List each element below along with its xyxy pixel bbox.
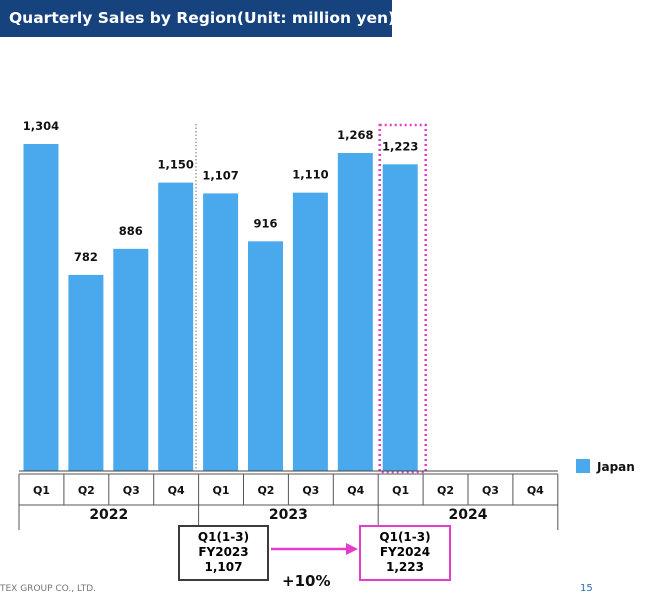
data-label: 886 xyxy=(119,224,143,238)
tick-label: Q4 xyxy=(527,484,544,497)
bar-q1-4 xyxy=(203,193,239,472)
bar-q1-8 xyxy=(382,164,418,471)
page-title: Quarterly Sales by Region(Unit: million … xyxy=(0,0,395,37)
tick-label: Q4 xyxy=(347,484,364,497)
current-period-value: 1,223 xyxy=(386,560,424,574)
year-label: 2024 xyxy=(449,507,488,523)
data-label: 1,223 xyxy=(382,139,418,153)
page-number: 15 xyxy=(580,583,593,594)
tick-label: Q3 xyxy=(302,484,319,497)
year-label: 2023 xyxy=(269,507,308,523)
bar-q3-6 xyxy=(292,192,328,471)
bar-q2-5 xyxy=(248,241,283,471)
tick-label: Q3 xyxy=(482,484,499,497)
bar-q3-2 xyxy=(113,248,149,471)
legend-label: Japan xyxy=(596,460,635,474)
data-label: 916 xyxy=(253,216,277,230)
data-label: 1,110 xyxy=(292,168,328,182)
data-label: 1,107 xyxy=(202,168,238,182)
tick-label: Q2 xyxy=(257,484,274,497)
growth-label: +10% xyxy=(282,572,331,590)
company-footer: TEX GROUP CO., LTD. xyxy=(0,584,97,594)
legend-swatch xyxy=(576,459,590,473)
comparison-arrowhead xyxy=(346,543,358,555)
previous-period-year: FY2023 xyxy=(198,545,249,559)
bar-q2-1 xyxy=(68,274,104,471)
year-label: 2022 xyxy=(89,507,128,523)
current-period-quarter: Q1(1-3) xyxy=(379,530,431,544)
current-period-year: FY2024 xyxy=(379,545,431,559)
tick-label: Q1 xyxy=(213,484,230,497)
data-label: 1,268 xyxy=(337,128,373,142)
bar-q1-0 xyxy=(23,144,59,471)
tick-label: Q1 xyxy=(33,484,50,497)
previous-period-quarter: Q1(1-3) xyxy=(197,530,250,544)
highlight-box xyxy=(378,123,427,474)
bar-q4-7 xyxy=(337,153,373,472)
tick-label: Q3 xyxy=(123,484,140,497)
data-label: 1,150 xyxy=(158,158,194,172)
bar-q4-3 xyxy=(158,182,194,471)
tick-label: Q2 xyxy=(437,484,454,497)
tick-label: Q2 xyxy=(78,484,95,497)
data-label: 782 xyxy=(74,250,98,264)
tick-label: Q4 xyxy=(168,484,185,497)
tick-label: Q1 xyxy=(392,484,409,497)
previous-period-value: 1,107 xyxy=(204,560,243,574)
previous-period-box: Q1(1-3) FY2023 1,107 xyxy=(178,525,269,581)
current-period-box: Q1(1-3) FY2024 1,223 xyxy=(359,525,451,581)
data-label: 1,304 xyxy=(23,119,59,133)
